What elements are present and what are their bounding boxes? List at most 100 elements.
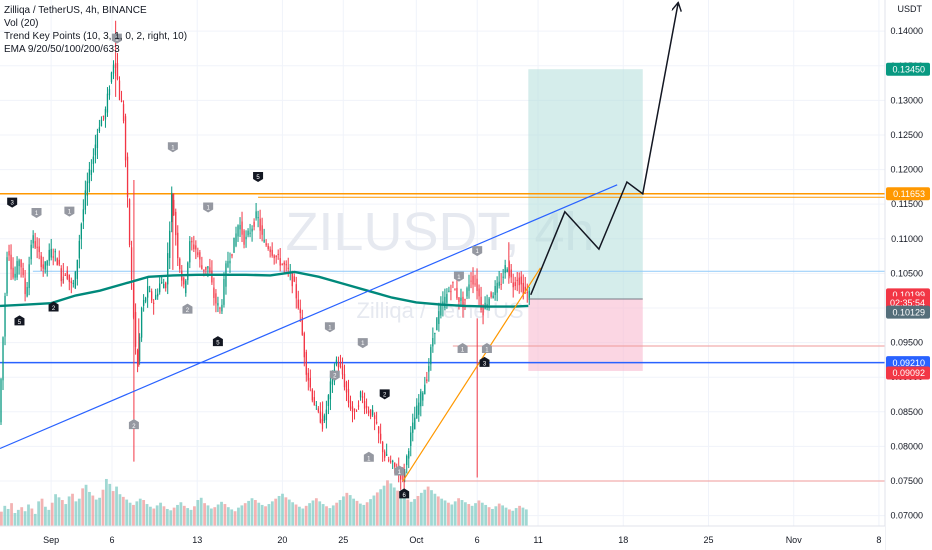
- candle-body: [345, 381, 348, 393]
- key-point-label: 2: [383, 392, 387, 398]
- price-tick-label: 0.07500: [890, 476, 923, 486]
- volume-bar: [274, 498, 278, 526]
- volume-bar: [172, 507, 176, 526]
- volume-bar: [291, 502, 295, 526]
- price-axis-tag-box: [886, 187, 930, 201]
- candle-body: [124, 116, 127, 161]
- price-axis-tag-label: 0.13450: [892, 64, 925, 74]
- volume-bar: [477, 500, 481, 526]
- price-tick-label: 0.11000: [891, 234, 923, 244]
- key-point-marker: 1: [363, 451, 374, 462]
- volume-bar: [101, 489, 105, 526]
- volume-bar: [37, 501, 41, 526]
- key-point-badge: [253, 172, 264, 183]
- price-axis-tag-box: [886, 305, 930, 319]
- candle-body: [275, 255, 277, 257]
- candle-body: [502, 276, 504, 278]
- volume-bar: [379, 489, 383, 526]
- candle-body: [428, 366, 430, 372]
- time-axis: Sep 6 13 20 25 Oct 6 11 18 25 Nov 8: [43, 535, 881, 545]
- candle-body: [416, 405, 418, 419]
- key-point-badge: [111, 33, 122, 44]
- key-point-marker: 2: [329, 370, 340, 381]
- candle-body: [297, 299, 299, 309]
- key-point-badge: [329, 370, 340, 381]
- candle-body: [34, 241, 36, 248]
- candle-body: [480, 296, 482, 310]
- key-point-label: 5: [18, 320, 22, 326]
- price-tick-label: 0.08000: [890, 441, 923, 451]
- key-point-marker: 1: [324, 322, 335, 333]
- key-point-badge: [324, 322, 335, 333]
- volume-bar: [467, 504, 471, 526]
- key-point-badge: [14, 315, 25, 326]
- candle-body: [98, 127, 101, 132]
- key-point-marker: 1: [457, 343, 468, 354]
- candle-body: [500, 283, 502, 285]
- candle-body: [287, 267, 289, 269]
- volume-bar: [91, 495, 95, 526]
- key-point-marker: 1: [357, 338, 368, 349]
- candle-body: [243, 230, 245, 245]
- candle-body: [209, 267, 211, 273]
- candle-body: [189, 241, 191, 263]
- price-tick-label: 0.09500: [890, 338, 923, 348]
- candle-body: [329, 381, 332, 400]
- volume-bar: [240, 505, 244, 526]
- volume-bar: [81, 488, 85, 526]
- key-point-badge: [31, 208, 42, 219]
- candle-body: [56, 258, 58, 266]
- candle-body: [335, 359, 338, 365]
- key-point-label: 1: [476, 249, 480, 255]
- volume-bar: [57, 497, 61, 526]
- volume-bar: [325, 506, 328, 526]
- candle-body: [293, 276, 295, 282]
- candle-body: [52, 256, 54, 258]
- candle-body: [337, 363, 340, 368]
- volume-bar: [419, 492, 423, 526]
- candle-body: [522, 282, 524, 295]
- volume-bar: [182, 505, 186, 526]
- volume-bar: [135, 501, 139, 526]
- candle-body: [64, 274, 66, 276]
- candle-body: [277, 253, 279, 255]
- volume-bar: [450, 504, 454, 526]
- volume-bar: [372, 495, 376, 526]
- key-point-label: 1: [328, 325, 332, 331]
- volume-bar: [118, 494, 122, 526]
- price-axis-tag-box: [886, 366, 930, 380]
- candle-body: [452, 282, 454, 284]
- volume-bar: [209, 508, 213, 526]
- volume-bar: [162, 506, 166, 526]
- volume-bar: [457, 498, 460, 526]
- volume-bar: [216, 504, 220, 526]
- price-axis-tag: 0.10129: [886, 305, 930, 319]
- candle-body: [377, 426, 380, 434]
- candle-body: [108, 89, 111, 96]
- volume-bar: [196, 500, 200, 526]
- candle-body: [317, 408, 320, 412]
- candle-body: [22, 268, 24, 276]
- time-tick-label: 25: [338, 535, 348, 545]
- volume-bar: [77, 498, 81, 526]
- key-point-label: 1: [206, 206, 210, 212]
- volume-bar: [220, 501, 223, 526]
- volume-bar: [453, 501, 457, 526]
- candle-body: [404, 471, 406, 478]
- candle-body: [70, 281, 72, 283]
- candle-body: [26, 286, 28, 297]
- key-point-label: 1: [361, 341, 365, 347]
- key-point-label: 1: [115, 37, 119, 43]
- volume-bar: [386, 480, 389, 526]
- candle-body: [68, 274, 70, 282]
- volume-bar: [10, 503, 13, 526]
- trendline: [0, 184, 618, 450]
- volume-bar: [189, 509, 193, 526]
- candle-body: [412, 422, 414, 433]
- volume-bar: [416, 495, 420, 526]
- volume-bar: [301, 508, 305, 526]
- candle-body: [474, 283, 476, 285]
- time-tick-label: Oct: [409, 535, 424, 545]
